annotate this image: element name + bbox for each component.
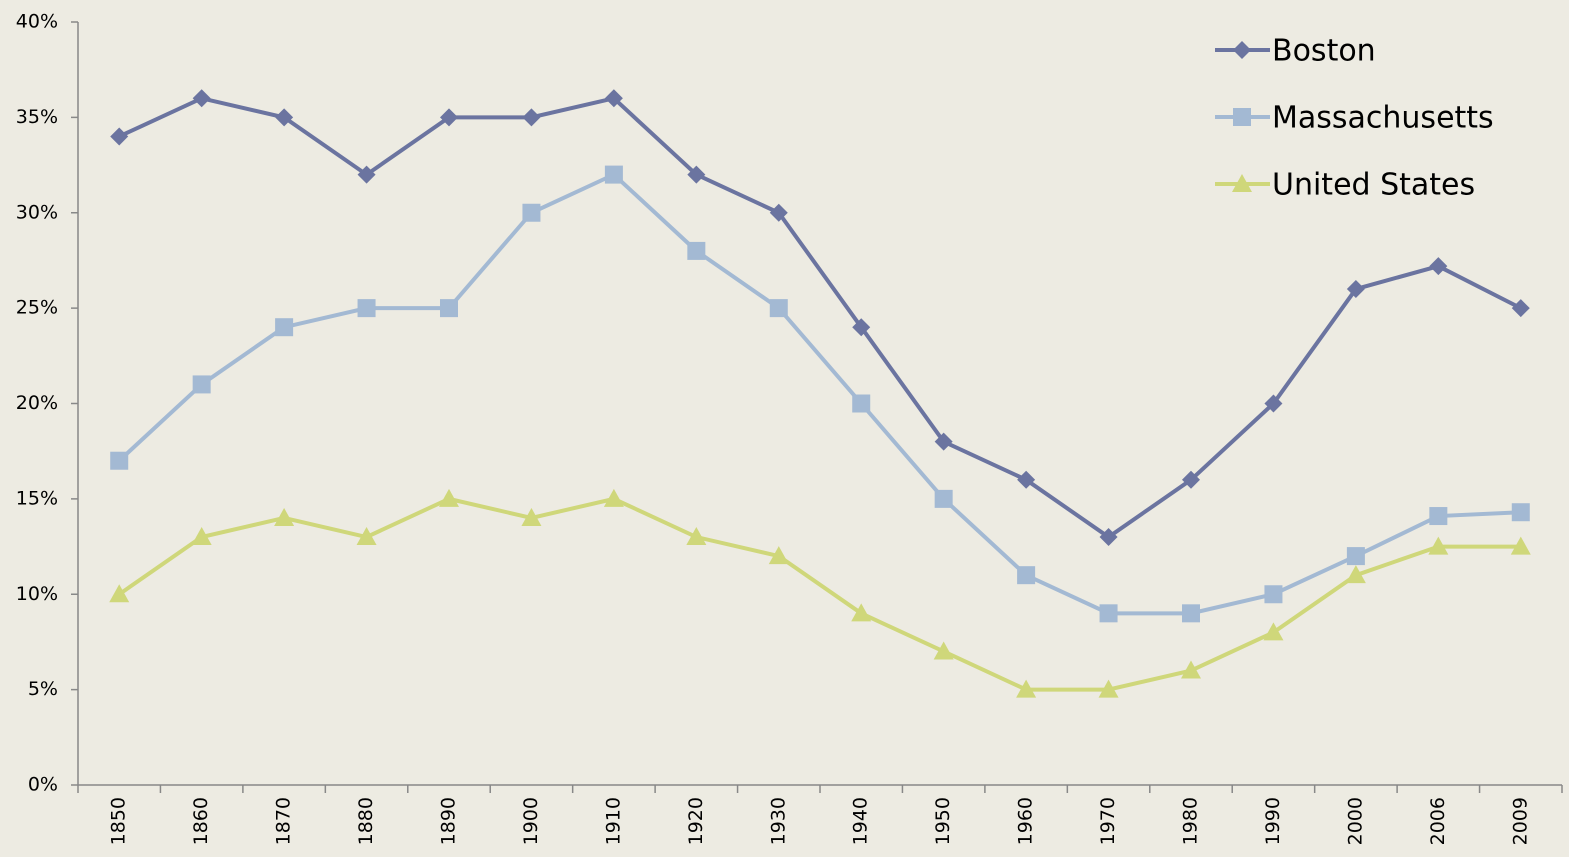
marker: [110, 127, 129, 146]
legend-label: Massachusetts: [1272, 101, 1494, 136]
marker: [1429, 257, 1448, 276]
legend-marker: [1233, 41, 1251, 59]
marker: [357, 299, 376, 318]
y-tick-label: 15%: [16, 487, 58, 509]
marker: [439, 488, 459, 507]
marker: [1264, 394, 1283, 413]
marker: [769, 203, 788, 222]
x-tick-label: 2006: [1427, 797, 1449, 845]
y-tick-label: 5%: [28, 678, 58, 700]
x-tick-label: 1900: [520, 797, 542, 845]
marker: [1428, 536, 1449, 555]
series: [109, 488, 1531, 698]
marker: [1017, 470, 1036, 489]
x-tick-label: 2009: [1509, 797, 1531, 845]
marker: [1346, 280, 1365, 299]
marker: [1511, 503, 1530, 522]
y-tick-label: 0%: [28, 774, 58, 796]
x-tick-label: 1960: [1015, 797, 1037, 845]
y-tick-label: 40%: [16, 11, 58, 33]
legend-label: Boston: [1272, 34, 1376, 69]
x-tick-label: 1870: [273, 797, 295, 845]
y-tick-label: 20%: [16, 392, 58, 414]
marker: [603, 488, 624, 507]
marker: [1017, 566, 1036, 585]
marker: [191, 527, 212, 546]
marker: [686, 527, 707, 546]
marker: [1510, 536, 1531, 555]
marker: [110, 451, 129, 470]
y-tick-label: 25%: [16, 297, 58, 319]
legend-marker: [1233, 108, 1251, 126]
marker: [1345, 565, 1366, 584]
marker: [1098, 679, 1119, 698]
marker: [1016, 679, 1037, 698]
marker: [275, 108, 294, 127]
marker: [687, 241, 706, 260]
marker: [604, 165, 623, 184]
series: [110, 89, 1530, 547]
x-tick-label: 1890: [438, 797, 460, 845]
x-tick-label: 1940: [850, 797, 872, 845]
y-tick-label: 35%: [16, 106, 58, 128]
marker: [852, 318, 871, 337]
x-tick-label: 1880: [355, 797, 377, 845]
x-tick-label: 1990: [1262, 797, 1284, 845]
legend-marker: [1232, 174, 1252, 192]
marker: [440, 299, 458, 318]
marker: [852, 394, 871, 413]
marker: [357, 165, 376, 184]
marker: [604, 89, 623, 108]
marker: [192, 375, 211, 394]
marker: [1263, 622, 1284, 641]
marker: [109, 584, 130, 603]
marker: [1182, 604, 1200, 623]
y-tick-label: 10%: [16, 583, 58, 605]
x-tick-label: 1910: [602, 797, 624, 845]
line: [117, 172, 1521, 616]
marker: [522, 203, 541, 222]
x-tick-label: 1980: [1180, 797, 1202, 845]
x-tick-label: 1970: [1097, 797, 1119, 845]
marker: [851, 603, 872, 622]
x-tick-label: 2000: [1344, 797, 1366, 845]
marker: [1099, 604, 1118, 623]
marker: [1099, 528, 1118, 547]
marker: [933, 641, 954, 660]
x-tick-label: 1850: [108, 797, 130, 845]
marker: [192, 89, 211, 108]
marker: [440, 108, 458, 127]
marker: [1181, 660, 1201, 679]
marker: [934, 489, 953, 508]
marker: [1182, 470, 1200, 489]
marker: [768, 546, 789, 565]
marker: [1346, 547, 1365, 566]
legend-label: United States: [1272, 168, 1475, 203]
x-tick-label: 1920: [685, 797, 707, 845]
marker: [934, 432, 953, 451]
marker: [275, 318, 294, 337]
series: [110, 165, 1530, 623]
line: [118, 496, 1521, 692]
marker: [522, 108, 541, 127]
marker: [1429, 507, 1448, 526]
y-tick-label: 30%: [16, 201, 58, 223]
marker: [521, 507, 542, 526]
marker: [356, 527, 377, 546]
marker: [274, 507, 295, 526]
marker: [687, 165, 706, 184]
x-tick-label: 1860: [190, 797, 212, 845]
marker: [769, 299, 788, 318]
marker: [1511, 299, 1530, 318]
marker: [1264, 585, 1283, 604]
x-tick-label: 1950: [932, 797, 954, 845]
line: [118, 96, 1522, 540]
x-tick-label: 1930: [767, 797, 789, 845]
